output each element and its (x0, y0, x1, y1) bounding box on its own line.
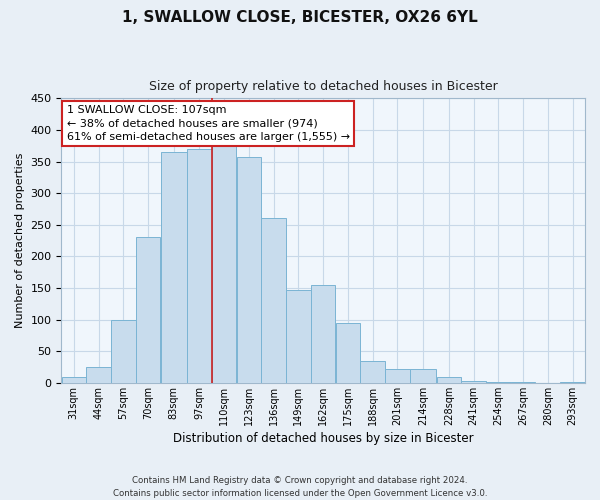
Bar (236, 157, 261, 383)
Bar (262, 218, 286, 383)
Y-axis label: Number of detached properties: Number of detached properties (15, 153, 25, 328)
Bar (410, 369, 436, 383)
Bar (136, 238, 160, 383)
Bar (461, 381, 486, 383)
Text: 1 SWALLOW CLOSE: 107sqm
← 38% of detached houses are smaller (974)
61% of semi-d: 1 SWALLOW CLOSE: 107sqm ← 38% of detache… (67, 106, 350, 142)
X-axis label: Distribution of detached houses by size in Bicester: Distribution of detached houses by size … (173, 432, 473, 445)
Bar (311, 285, 335, 383)
Bar (161, 152, 187, 383)
Bar (187, 149, 212, 383)
Title: Size of property relative to detached houses in Bicester: Size of property relative to detached ho… (149, 80, 497, 93)
Bar (486, 382, 511, 383)
Bar (286, 290, 311, 383)
Text: Contains HM Land Registry data © Crown copyright and database right 2024.
Contai: Contains HM Land Registry data © Crown c… (113, 476, 487, 498)
Bar (511, 382, 535, 383)
Bar (212, 146, 236, 383)
Bar (111, 320, 136, 383)
Bar (385, 369, 410, 383)
Text: 1, SWALLOW CLOSE, BICESTER, OX26 6YL: 1, SWALLOW CLOSE, BICESTER, OX26 6YL (122, 10, 478, 25)
Bar (336, 323, 360, 383)
Bar (86, 367, 111, 383)
Bar (361, 362, 385, 383)
Bar (62, 376, 86, 383)
Bar (437, 376, 461, 383)
Bar (560, 382, 585, 383)
